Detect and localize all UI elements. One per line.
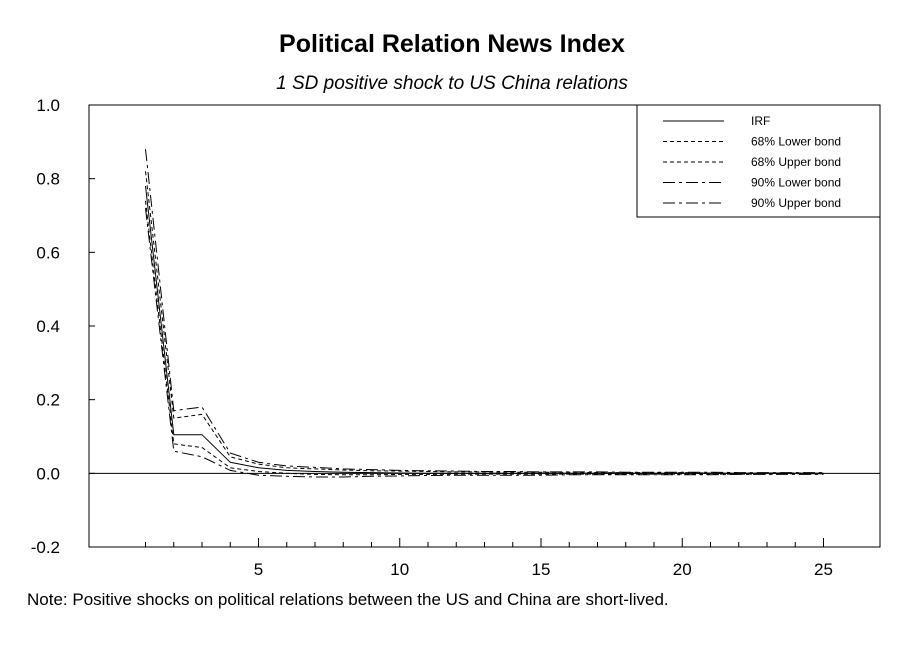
series-line-4 (145, 208, 824, 478)
legend-label: 68% Lower bond (751, 135, 841, 149)
series-lines (145, 149, 824, 478)
legend: IRF 68% Lower bond 68% Upper bond 90% Lower… (636, 104, 881, 218)
y-tick-label: 0.2 (36, 391, 60, 410)
x-tick-label: 15 (532, 560, 551, 579)
x-tick-label: 5 (254, 560, 263, 579)
legend-label: 90% Upper bond (751, 196, 841, 210)
legend-box (636, 104, 881, 218)
series-line-2 (145, 200, 824, 476)
series-line-1 (145, 185, 824, 474)
chart-title: Political Relation News Index (279, 30, 625, 58)
legend-label: 90% Lower bond (751, 176, 841, 190)
axes: -0.2 0.0 0.2 0.4 0.6 0.8 1.0 5 10 15 20 25 (31, 96, 880, 579)
chart-note: Note: Positive shocks on political relat… (27, 590, 669, 609)
y-tick-label: 0.4 (36, 317, 60, 336)
x-tick-label: 10 (390, 560, 409, 579)
y-tick-label: 0.6 (36, 243, 60, 262)
y-tick-label: 0.0 (36, 464, 60, 483)
y-tick-label: 0.8 (36, 170, 60, 189)
x-tick-label: 20 (673, 560, 692, 579)
series-line-5 (145, 149, 824, 474)
legend-label: IRF (751, 114, 770, 128)
chart-subtitle: 1 SD positive shock to US China relation… (276, 73, 628, 94)
y-tick-label: -0.2 (31, 538, 60, 557)
y-tick-label: 1.0 (36, 96, 60, 115)
x-tick-label: 25 (814, 560, 833, 579)
legend-label: 68% Upper bond (751, 155, 841, 169)
